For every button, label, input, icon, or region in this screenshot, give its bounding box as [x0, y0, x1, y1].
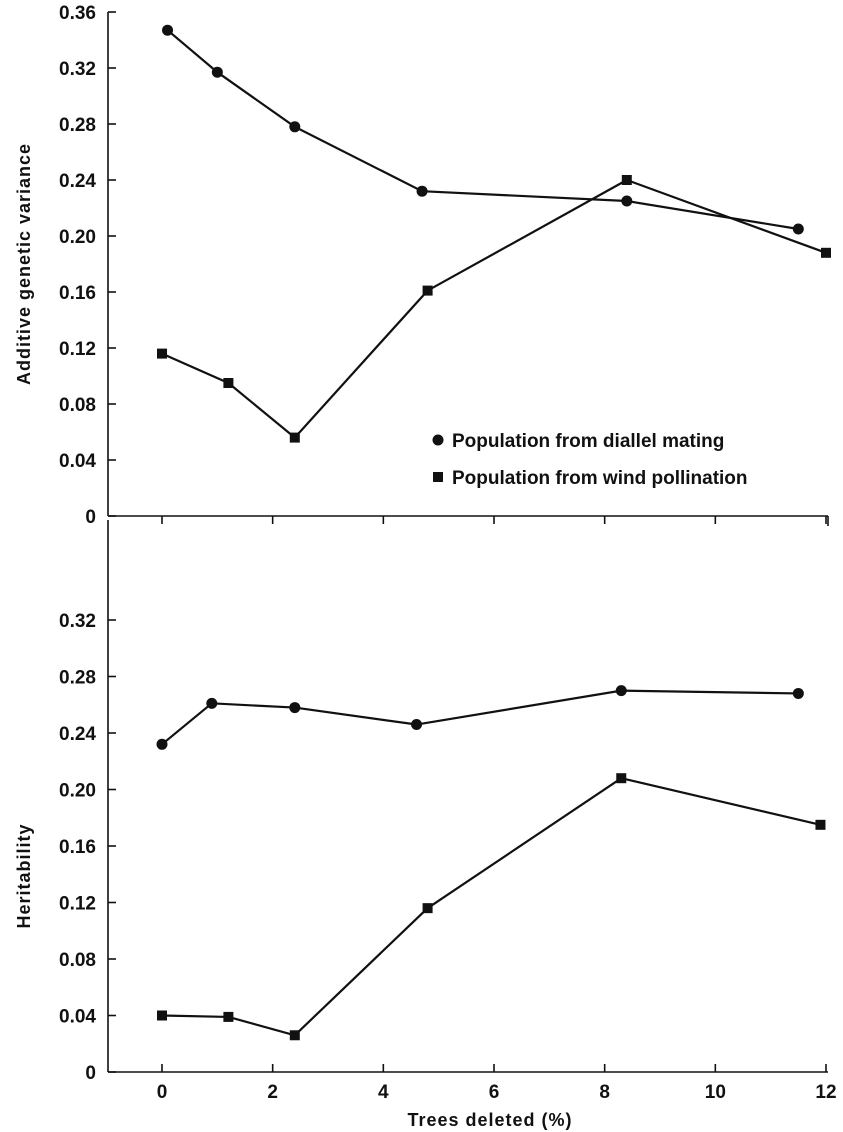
top-y-tick-label: 0.28: [59, 115, 96, 136]
bottom-x-tick-label: 4: [378, 1082, 389, 1103]
bottom-diallel-point: [792, 687, 804, 699]
bottom-diallel-point: [206, 697, 218, 709]
bottom-series-line-wind: [161, 777, 821, 1037]
top-wind-point: [821, 247, 831, 258]
top-wind-point: [289, 432, 300, 443]
bottom-y-tick-label: 0.20: [59, 781, 96, 802]
bottom-y-tick-label: 0.32: [59, 611, 96, 632]
top-y-tick-label: 0.12: [59, 339, 96, 360]
top-diallel-point: [211, 66, 223, 78]
bottom-y-tick-label: 0.28: [59, 668, 96, 689]
top-diallel-point: [792, 223, 804, 235]
top-y-axis-title: Additive genetic variance: [14, 143, 34, 385]
top-series-line-diallel: [166, 29, 799, 231]
bottom-wind-point: [422, 903, 433, 914]
legend-square-marker: [433, 472, 443, 482]
top-series-line-wind: [161, 178, 827, 440]
top-y-tick-label: 0: [85, 507, 96, 528]
bottom-y-tick-label: 0.08: [59, 950, 96, 971]
bottom-x-tick-label: 0: [157, 1082, 168, 1103]
bottom-y-tick-label: 0.16: [59, 837, 96, 858]
bottom-y-tick-label: 0.24: [59, 724, 96, 745]
top-panel: 0 0.04 0.08 0.12 0.16 0.20 0.24 0.28 0.32 0.36 Add…: [14, 3, 831, 528]
top-y-tick-label: 0.20: [59, 227, 96, 248]
bottom-x-tick-label: 6: [489, 1082, 500, 1103]
top-y-tick-label: 0.04: [59, 451, 96, 472]
top-wind-point: [157, 348, 167, 359]
legend-circle-marker: [432, 434, 444, 446]
bottom-y-tick-label: 0.04: [59, 1007, 96, 1028]
top-y-tick-label: 0.24: [59, 171, 96, 192]
bottom-diallel-point: [156, 738, 168, 750]
top-y-tick-label: 0.36: [59, 3, 96, 24]
top-diallel-point: [621, 195, 633, 207]
bottom-x-tick-label: 2: [267, 1082, 278, 1103]
legend-label: Population from wind pollination: [452, 468, 748, 489]
bottom-y-tick-label: 0.12: [59, 894, 96, 915]
bottom-wind-point: [223, 1011, 234, 1022]
top-diallel-point: [162, 24, 174, 36]
top-wind-point: [223, 378, 234, 388]
bottom-diallel-point: [615, 685, 627, 697]
top-y-tick-label: 0.32: [59, 59, 96, 80]
bottom-x-tick-label: 8: [599, 1082, 610, 1103]
bottom-panel: 0 0.04 0.08 0.12 0.16 0.20 0.24 0.28 0.32 0 2 4 6 8 10…: [14, 520, 837, 1130]
legend: Population from diallel mating Population…: [432, 431, 748, 489]
top-diallel-point: [416, 185, 428, 197]
bottom-wind-point: [815, 819, 826, 830]
top-wind-point: [621, 175, 632, 185]
bottom-wind-point: [616, 773, 627, 784]
bottom-y-axis-title: Heritability: [14, 823, 34, 928]
bottom-diallel-point: [289, 702, 301, 714]
bottom-x-tick-label: 10: [705, 1082, 726, 1103]
bottom-diallel-point: [411, 719, 423, 731]
bottom-x-tick-label: 12: [815, 1082, 836, 1103]
top-y-tick-label: 0.16: [59, 283, 96, 304]
top-diallel-point: [289, 121, 301, 133]
x-axis-title: Trees deleted (%): [407, 1110, 572, 1130]
bottom-wind-point: [289, 1030, 300, 1041]
top-y-tick-label: 0.08: [59, 395, 96, 416]
bottom-wind-point: [157, 1010, 167, 1021]
bottom-series-line-diallel: [161, 689, 799, 746]
bottom-y-tick-label: 0: [85, 1063, 96, 1084]
legend-label: Population from diallel mating: [452, 431, 724, 452]
top-wind-point: [422, 285, 433, 296]
